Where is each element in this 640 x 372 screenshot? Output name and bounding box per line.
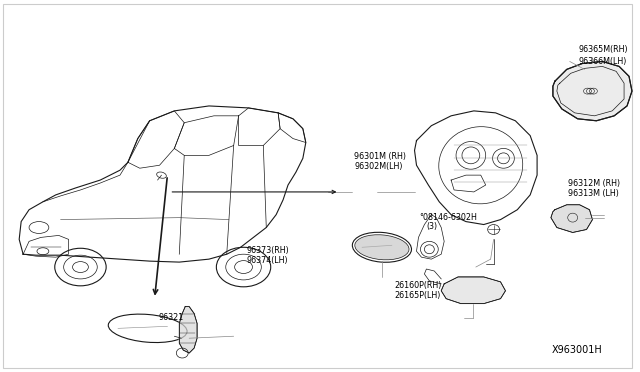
- Text: 96302M(LH): 96302M(LH): [355, 163, 403, 171]
- Polygon shape: [551, 205, 593, 232]
- Text: 96301M (RH): 96301M (RH): [355, 152, 406, 161]
- Polygon shape: [553, 61, 632, 121]
- Polygon shape: [179, 307, 197, 353]
- Text: 96313M (LH): 96313M (LH): [568, 189, 618, 198]
- Text: 96321: 96321: [158, 313, 184, 322]
- Text: 96312M (RH): 96312M (RH): [568, 179, 620, 187]
- Text: °08146-6302H: °08146-6302H: [419, 213, 477, 222]
- Ellipse shape: [355, 235, 409, 260]
- Text: 96366M(LH): 96366M(LH): [579, 57, 627, 66]
- Polygon shape: [441, 277, 506, 304]
- Text: 26160P(RH): 26160P(RH): [395, 281, 442, 290]
- Text: (3): (3): [426, 222, 438, 231]
- Text: 96374(LH): 96374(LH): [247, 256, 289, 265]
- Text: 96373(RH): 96373(RH): [247, 246, 289, 255]
- Text: 96365M(RH): 96365M(RH): [579, 45, 628, 54]
- Text: X963001H: X963001H: [552, 344, 602, 355]
- Text: 26165P(LH): 26165P(LH): [395, 291, 441, 300]
